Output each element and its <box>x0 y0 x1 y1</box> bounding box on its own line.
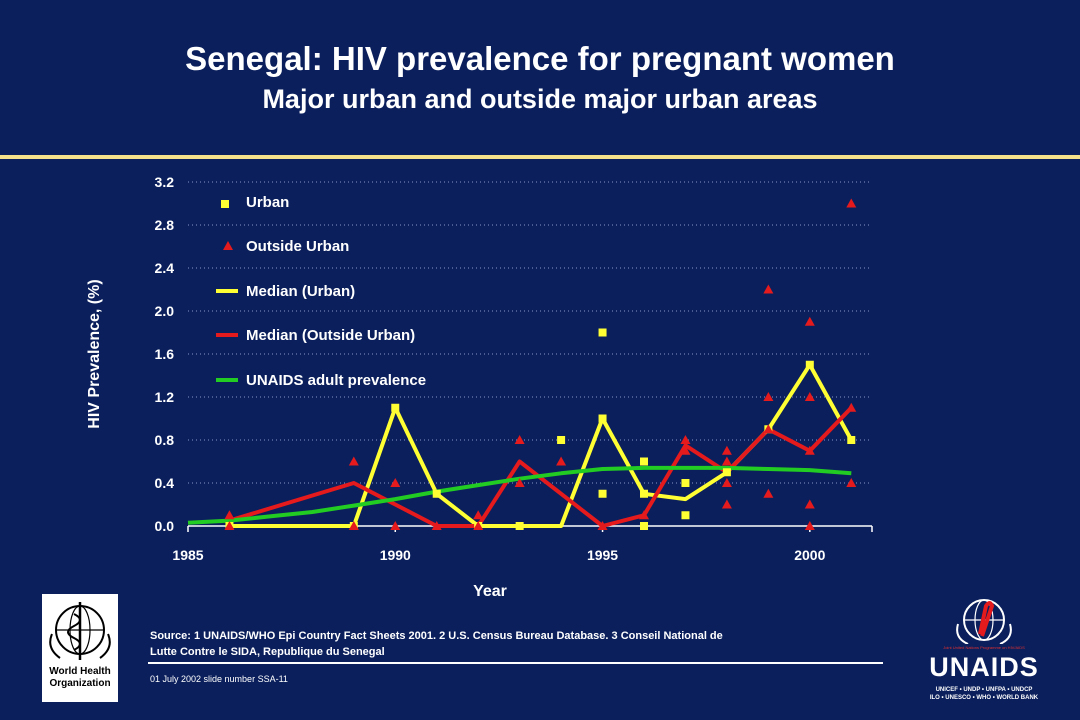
who-logo-text: World Health Organization <box>49 666 111 689</box>
y-tick-label: 1.6 <box>155 346 175 362</box>
outside-urban-point <box>224 510 235 520</box>
unaids-partners-line-1: UNICEF • UNDP • UNFPA • UNDCP <box>935 687 1033 693</box>
outside-urban-point <box>556 456 567 466</box>
legend-swatch-urban <box>221 200 229 208</box>
footer-divider <box>148 662 883 664</box>
y-tick-label: 0.8 <box>155 432 175 448</box>
series-line-22cc22 <box>187 465 852 525</box>
outside-urban-point <box>846 402 857 412</box>
outside-urban-point <box>763 392 774 401</box>
urban-point <box>598 328 607 337</box>
urban-point <box>640 522 648 530</box>
y-tick-label: 2.8 <box>155 217 175 233</box>
outside-urban-point <box>431 521 442 530</box>
outside-urban-point <box>804 316 815 326</box>
who-emblem-icon <box>49 602 111 660</box>
outside-urban-point <box>597 521 608 530</box>
tick-labels: 0.0 0.4 0.8 1.2 1.6 2.0 2.4 2.8 3.2 1985 1990 1995 2… <box>155 174 826 563</box>
outside-urban-point <box>514 435 525 444</box>
unaids-partners-line-2: ILO • UNESCO • WHO • WORLD BANK <box>929 695 1039 701</box>
legend-label: Median (Outside Urban) <box>246 327 415 344</box>
x-tick-label: 1990 <box>380 547 411 563</box>
outside-urban-point <box>721 499 732 509</box>
legend-label: UNAIDS adult prevalence <box>246 372 426 389</box>
outside-urban-point <box>721 445 732 455</box>
outside-urban-point <box>846 478 857 487</box>
urban-point <box>391 403 400 412</box>
x-axis-label: Year <box>473 583 507 600</box>
outside-urban-point <box>348 456 359 466</box>
outside-urban-point <box>804 445 815 455</box>
outside-urban-point <box>721 456 732 466</box>
outside-urban-point <box>804 499 815 509</box>
outside-urban-point <box>680 435 691 444</box>
x-tick-label: 2000 <box>794 547 825 563</box>
data-points <box>224 198 857 530</box>
outside-urban-point <box>390 478 401 487</box>
slide-subtitle: Major urban and outside major urban area… <box>262 84 818 114</box>
y-tick-label: 2.0 <box>155 303 175 319</box>
prevalence-chart: 0.0 0.4 0.8 1.2 1.6 2.0 2.4 2.8 3.2 1985 1990 1995 2… <box>86 174 873 600</box>
slide-title: Senegal: HIV prevalence for pregnant wom… <box>185 40 895 77</box>
outside-urban-point <box>846 198 857 208</box>
urban-point <box>805 360 814 369</box>
outside-urban-point <box>763 424 774 434</box>
outside-urban-point <box>763 488 774 498</box>
y-tick-label: 3.2 <box>155 174 175 190</box>
outside-urban-point <box>514 478 525 487</box>
legend-swatch-outside-urban <box>223 241 233 250</box>
urban-point <box>557 436 566 444</box>
unaids-wordmark: UNAIDS <box>929 652 1039 682</box>
legend-label: Median (Urban) <box>246 283 355 300</box>
source-note: Source: 1 UNAIDS/WHO Epi Country Fact Sh… <box>150 630 723 658</box>
outside-urban-point <box>804 521 815 530</box>
outside-urban-point <box>721 478 732 487</box>
outside-urban-point <box>390 521 401 530</box>
urban-point <box>640 489 648 498</box>
outside-urban-point <box>639 510 649 520</box>
urban-point <box>432 489 441 498</box>
urban-point <box>722 468 731 477</box>
urban-point <box>598 414 607 423</box>
y-tick-label: 0.0 <box>155 518 175 534</box>
outside-urban-point <box>473 521 484 530</box>
outside-urban-point <box>804 392 815 401</box>
unaids-partners: UNICEF • UNDP • UNFPA • UNDCP ILO • UNES… <box>918 686 1050 702</box>
outside-urban-point <box>473 510 484 520</box>
unaids-logo: Joint United Nations Programme on HIV/AI… <box>918 594 1050 706</box>
outside-urban-point <box>224 521 235 530</box>
y-tick-label: 0.4 <box>155 475 175 491</box>
outside-urban-point <box>348 521 359 530</box>
x-tick-label: 1995 <box>587 547 618 563</box>
un-emblem-icon <box>956 599 1012 645</box>
urban-point <box>598 489 607 498</box>
unaids-tagline: Joint United Nations Programme on HIV/AI… <box>943 645 1025 650</box>
who-logo: World Health Organization <box>42 594 118 702</box>
legend: Urban Outside Urban Median (Urban) Median (… <box>216 194 426 389</box>
legend-label: Urban <box>246 194 289 211</box>
title-divider <box>0 155 1080 159</box>
x-tick-label: 1985 <box>172 547 203 563</box>
y-tick-label: 1.2 <box>155 389 175 405</box>
slide-footnote: 01 July 2002 slide number SSA-11 <box>150 674 288 684</box>
urban-point <box>640 457 648 466</box>
legend-label: Outside Urban <box>246 238 349 255</box>
urban-point <box>681 479 690 487</box>
urban-point <box>515 522 524 530</box>
urban-point <box>681 511 690 520</box>
y-axis-label: HIV Prevalence, (%) <box>86 279 103 428</box>
outside-urban-point <box>680 445 691 455</box>
urban-point <box>847 436 856 444</box>
y-tick-label: 2.4 <box>155 260 175 276</box>
outside-urban-point <box>763 284 774 294</box>
